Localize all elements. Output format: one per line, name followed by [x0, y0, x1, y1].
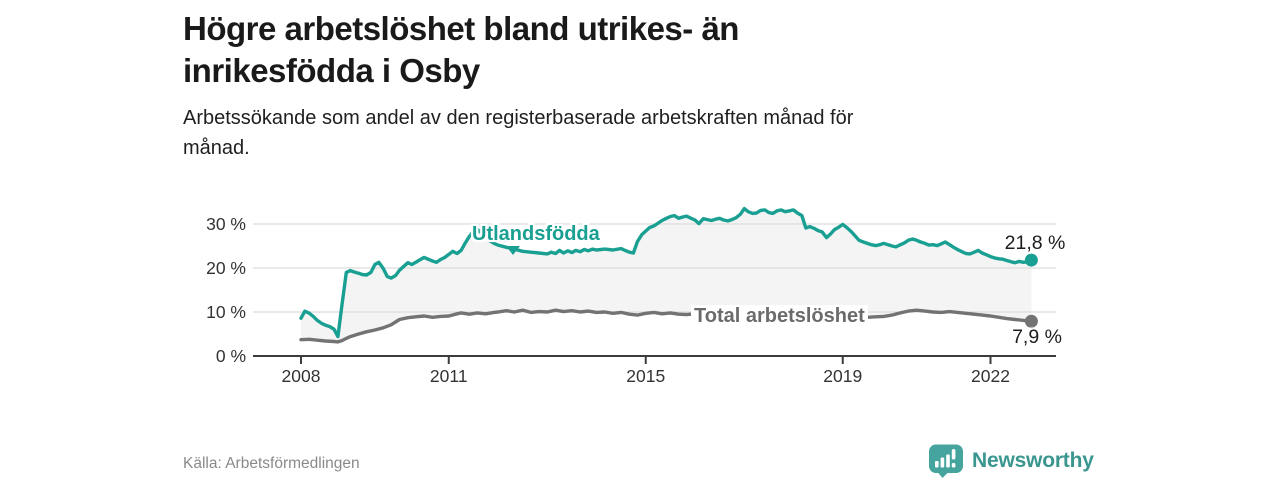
title-line1: Högre arbetslöshet bland utrikes- än [183, 10, 739, 47]
end-value-utlandsfodda: 21,8 % [1004, 232, 1066, 254]
svg-text:10 %: 10 % [206, 302, 246, 322]
series-label-pointer-icon [506, 246, 520, 255]
chart-subtitle: Arbetssökande som andel av den registerb… [183, 103, 853, 163]
source-attribution: Källa: Arbetsförmedlingen [183, 455, 360, 472]
svg-text:2015: 2015 [626, 366, 665, 386]
svg-text:2011: 2011 [430, 366, 468, 386]
series-label-utlandsfodda: Utlandsfödda [472, 223, 600, 245]
series-label-total-arbetsloshet: Total arbetslöshet [691, 305, 868, 328]
newsworthy-logo[interactable]: Newsworthy [928, 444, 1094, 478]
title-line2: inrikesfödda i Osby [183, 52, 480, 89]
newsworthy-wordmark: Newsworthy [972, 449, 1094, 472]
svg-text:2008: 2008 [282, 366, 321, 386]
svg-text:30 %: 30 % [206, 214, 246, 234]
subtitle-line2: månad. [183, 137, 250, 159]
svg-text:0 %: 0 % [216, 346, 246, 366]
page-title: Högre arbetslöshet bland utrikes- än inri… [183, 8, 739, 92]
svg-text:2019: 2019 [823, 366, 862, 386]
end-value-total: 7,9 % [1012, 326, 1062, 348]
newsworthy-logo-icon [929, 444, 963, 478]
subtitle-line1: Arbetssökande som andel av den registerb… [183, 107, 854, 129]
svg-text:20 %: 20 % [206, 258, 246, 278]
svg-text:2022: 2022 [971, 366, 1010, 386]
